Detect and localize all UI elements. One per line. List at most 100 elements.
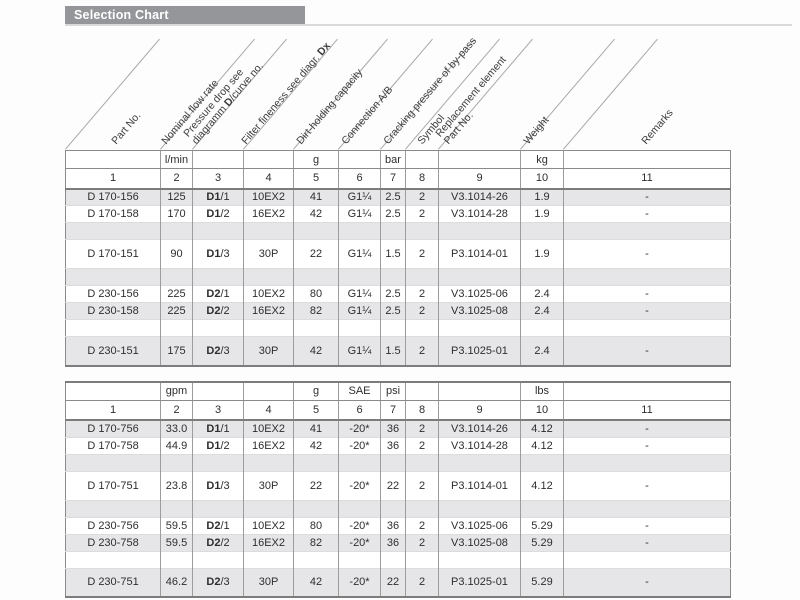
data-cell: 2 <box>405 470 439 500</box>
data-cell: 22 <box>380 567 406 597</box>
selection-table-metric: l/min g bar kg 1 2 3 4 5 6 7 8 9 10 11 D 170-156 125 D1/1… <box>65 150 731 367</box>
spacer-cell <box>65 453 161 471</box>
curve-ref-bold: D1 <box>206 439 221 452</box>
data-cell: 125 <box>160 188 193 206</box>
data-cell: 1.5 <box>380 239 406 269</box>
curve-ref-suffix: /2 <box>220 305 230 317</box>
unit-cell <box>192 381 244 401</box>
unit-cell <box>405 381 439 401</box>
data-row: D 170-151 90 D1/3 30P 22 G1¼ 1.5 2 P3.1014-01 1.9… <box>65 239 731 269</box>
column-number-cell: 11 <box>563 168 731 190</box>
column-number-cell: 6 <box>338 168 381 190</box>
data-cell: 22 <box>293 470 339 500</box>
unit-cell: lbs <box>520 381 564 401</box>
column-header-line: Weight <box>521 114 552 147</box>
spacer-row <box>65 222 731 240</box>
data-cell: 225 <box>160 285 193 303</box>
column-number-cell: 4 <box>243 400 294 421</box>
spacer-cell <box>338 268 381 286</box>
unit-cell: psi <box>380 381 406 401</box>
data-cell: - <box>563 285 731 303</box>
data-cell: 22 <box>293 239 339 269</box>
data-cell: 4.12 <box>520 470 564 500</box>
data-cell: - <box>563 239 731 269</box>
data-cell: D 230-758 <box>65 533 161 551</box>
curve-ref-suffix: /3 <box>220 479 230 492</box>
data-cell: D 230-158 <box>65 302 161 320</box>
column-number-cell: 8 <box>405 400 439 421</box>
spacer-cell <box>520 453 564 471</box>
data-cell: 16EX2 <box>243 205 294 223</box>
data-cell: 42 <box>293 436 339 454</box>
data-cell: 175 <box>160 336 193 366</box>
spacer-cell <box>563 550 731 568</box>
unit-cell <box>65 150 161 169</box>
data-cell: D2/2 <box>192 533 244 551</box>
data-cell: D 230-156 <box>65 285 161 303</box>
data-cell: V3.1014-26 <box>438 420 521 437</box>
spacer-cell <box>192 222 244 240</box>
spacer-cell <box>293 453 339 471</box>
column-number-cell: 6 <box>338 400 381 421</box>
data-cell: 2 <box>405 336 439 366</box>
column-header-line: Part No. <box>441 109 476 147</box>
spacer-cell <box>65 499 161 517</box>
curve-ref-suffix: /2 <box>220 536 230 549</box>
spacer-cell <box>192 499 244 517</box>
spacer-cell <box>405 268 439 286</box>
spacer-row <box>65 550 731 568</box>
spacer-cell <box>405 319 439 337</box>
data-cell: -20* <box>338 420 381 437</box>
spacer-row <box>65 453 731 471</box>
data-cell: 30P <box>243 470 294 500</box>
column-number-cell: 3 <box>192 400 244 421</box>
curve-ref-suffix: /1 <box>220 519 230 532</box>
spacer-cell <box>405 499 439 517</box>
curve-ref-suffix: /3 <box>220 248 230 260</box>
data-cell: 59.5 <box>160 533 193 551</box>
spacer-cell <box>520 268 564 286</box>
data-cell: 2 <box>405 567 439 597</box>
data-row: D 170-158 170 D1/2 16EX2 42 G1¼ 2.5 2 V3.1014-28… <box>65 205 731 223</box>
spacer-cell <box>520 319 564 337</box>
data-cell: - <box>563 533 731 551</box>
data-cell: 5.29 <box>520 516 564 534</box>
spacer-cell <box>338 499 381 517</box>
data-cell: 30P <box>243 567 294 597</box>
section-title-bar: Selection Chart <box>65 6 305 24</box>
data-cell: V3.1025-06 <box>438 516 521 534</box>
column-number-cell: 10 <box>520 168 564 190</box>
spacer-cell <box>293 499 339 517</box>
data-cell: 1.9 <box>520 205 564 223</box>
spacer-cell <box>563 453 731 471</box>
column-number-cell: 7 <box>380 168 406 190</box>
data-cell: 80 <box>293 285 339 303</box>
curve-ref-bold: D2 <box>206 536 221 549</box>
data-cell: 30P <box>243 239 294 269</box>
spacer-cell <box>380 222 406 240</box>
data-cell: - <box>563 516 731 534</box>
data-cell: -20* <box>338 470 381 500</box>
data-cell: 30P <box>243 336 294 366</box>
spacer-cell <box>243 453 294 471</box>
spacer-cell <box>438 268 521 286</box>
data-cell: D 170-156 <box>87 191 139 204</box>
column-number-cell: 8 <box>405 168 439 190</box>
column-number-cell: 11 <box>563 400 731 421</box>
data-cell: D1/3 <box>192 470 244 500</box>
spacer-cell <box>65 319 161 337</box>
data-cell: - <box>563 205 731 223</box>
data-cell: 2 <box>405 533 439 551</box>
data-cell: 36 <box>380 533 406 551</box>
spacer-cell <box>520 499 564 517</box>
data-cell: P3.1014-01 <box>438 470 521 500</box>
spacer-cell <box>65 222 161 240</box>
data-cell: V3.1014-28 <box>438 205 521 223</box>
data-cell: - <box>563 567 731 597</box>
spacer-cell <box>438 550 521 568</box>
data-cell: 22 <box>380 470 406 500</box>
data-cell: 2 <box>405 420 439 437</box>
data-cell: 82 <box>293 302 339 320</box>
spacer-cell <box>192 268 244 286</box>
data-cell: 2.4 <box>520 302 564 320</box>
